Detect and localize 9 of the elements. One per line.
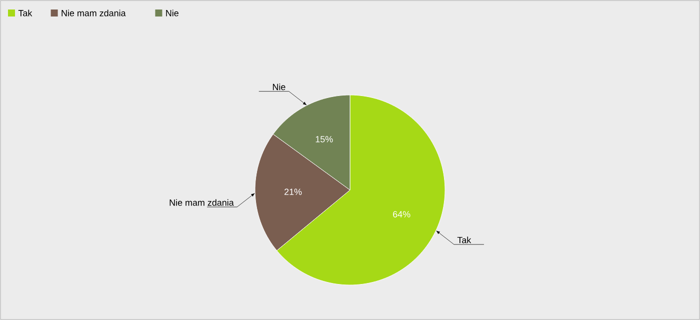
data-label: 64% bbox=[393, 211, 410, 218]
slice-label: Nie bbox=[272, 84, 286, 90]
data-label: 21% bbox=[284, 188, 302, 195]
legend-label: Nie bbox=[166, 10, 178, 16]
slice-label: Nie mam zdania bbox=[170, 199, 234, 206]
slice-label: Tak bbox=[457, 236, 472, 244]
data-label: 15% bbox=[316, 136, 333, 142]
legend-label: Tak bbox=[18, 10, 32, 16]
legend-label: Nie mam zdania bbox=[62, 10, 126, 16]
